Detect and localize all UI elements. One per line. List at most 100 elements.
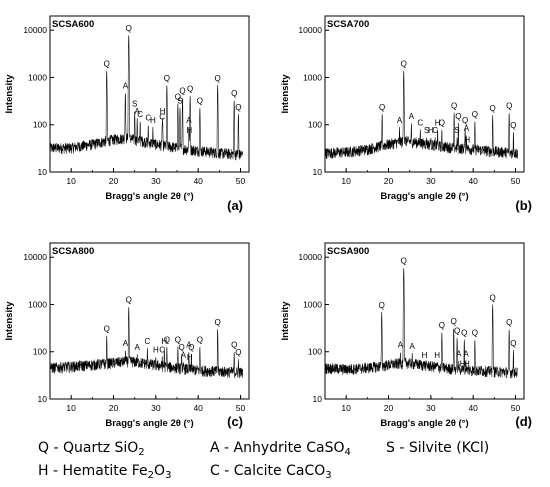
y-tick-label: 100 [308, 347, 322, 357]
xrd-trace-d [324, 268, 518, 379]
peak-label-Q: Q [490, 104, 496, 113]
peak-label-Q: Q [215, 74, 221, 83]
x-tick-label: 10 [341, 176, 351, 186]
sample-title: SCSA600 [52, 19, 94, 30]
y-tick-label: 10 [313, 167, 323, 177]
x-tick-label: 10 [66, 176, 76, 186]
peak-label-Q: Q [197, 335, 203, 344]
peak-label-Q: Q [401, 257, 407, 266]
x-tick-label: 40 [193, 403, 203, 413]
plot-frame-c [49, 242, 250, 400]
peak-label-Q: Q [175, 93, 181, 102]
peak-label-C: C [137, 110, 143, 119]
legend-calcite: C - Calcite CaCO3 [210, 463, 332, 481]
x-axis-label: Bragg's angle 2θ (°) [380, 191, 468, 202]
y-tick-label: 10000 [298, 252, 322, 262]
x-tick-label: 50 [236, 176, 246, 186]
peak-label-H: H [187, 353, 193, 362]
panel-label: (d) [515, 414, 532, 429]
peak-label-Q: Q [401, 60, 407, 69]
peak-label-Q: Q [215, 318, 221, 327]
peak-label-Q: Q [179, 343, 185, 352]
peak-label-H: H [428, 126, 434, 135]
peak-label-Q: Q [104, 60, 110, 69]
peak-label-Q: Q [451, 317, 457, 326]
peak-label-Q: Q [451, 102, 457, 111]
x-axis-label: Bragg's angle 2θ (°) [380, 418, 468, 429]
peak-label-Q: Q [455, 112, 461, 121]
y-tick-label: 100 [33, 347, 47, 357]
y-axis-label: Intensity [280, 301, 291, 341]
peak-label-C: C [144, 337, 150, 346]
peak-label-Q: Q [188, 343, 194, 352]
peak-label-C: C [417, 118, 423, 127]
peak-label-A: A [464, 124, 470, 133]
y-tick-label: 10 [38, 167, 48, 177]
peak-label-H: H [186, 126, 192, 135]
panel-d: 10 20 30 40 50 10 100 1000 10000 Bragg's angle 2θ… [280, 242, 532, 429]
peak-label-Q: Q [506, 318, 512, 327]
panel-c: 10 20 30 40 50 10 100 1000 10000 Bragg's angle 2θ… [4, 242, 250, 429]
legend-anhydrite: A - Anhydrite CaSO4 [210, 440, 351, 458]
x-tick-label: 50 [511, 403, 521, 413]
peak-label-Q: Q [231, 89, 237, 98]
peak-label-A: A [409, 112, 415, 121]
xrd-trace-a [49, 35, 243, 161]
peak-label-Q: Q [235, 103, 241, 112]
peak-label-Q: Q [510, 121, 516, 130]
peak-label-Q: Q [179, 86, 185, 95]
peak-label-S: S [424, 126, 429, 135]
plot-frame-b [324, 15, 525, 173]
plot-frame-d [324, 242, 525, 400]
panel-a: 10 20 30 40 50 10 100 1000 10000 Bragg's angle 2θ… [4, 15, 250, 213]
peak-label-Q: Q [104, 325, 110, 334]
x-tick-label: 40 [468, 403, 478, 413]
x-tick-label: 20 [384, 176, 394, 186]
peak-label-H: H [150, 116, 156, 125]
peak-label-C: C [432, 126, 438, 135]
peak-label-Q: Q [462, 116, 468, 125]
y-tick-label: 1000 [303, 72, 322, 82]
y-tick-label: 10000 [23, 25, 47, 35]
y-axis-label: Intensity [4, 74, 15, 114]
y-tick-label: 1000 [28, 72, 47, 82]
x-tick-label: 20 [109, 403, 119, 413]
y-tick-label: 1000 [303, 299, 322, 309]
peak-label-Q: Q [490, 293, 496, 302]
legend-row-1: Q - Quartz SiO2 A - Anhydrite CaSO4 S - … [38, 440, 518, 460]
x-axis-label: Bragg's angle 2θ (°) [105, 418, 193, 429]
peak-label-H: H [460, 360, 466, 369]
y-tick-label: 10 [313, 394, 323, 404]
peak-label-H: H [434, 351, 440, 360]
peak-label-S: S [454, 126, 459, 135]
y-tick-label: 100 [308, 120, 322, 130]
panel-label: (a) [227, 198, 243, 213]
sample-title: SCSA800 [52, 246, 94, 257]
peak-label-Q: Q [379, 103, 385, 112]
peak-label-Q: Q [472, 329, 478, 338]
peak-label-A: A [398, 341, 404, 350]
y-tick-label: 10000 [23, 252, 47, 262]
plot-frame-a [49, 15, 250, 173]
peak-label-C: C [159, 345, 165, 354]
peak-label-H: H [464, 360, 470, 369]
peak-label-S: S [132, 100, 137, 109]
peak-label-A: A [181, 351, 187, 360]
peak-label-H: H [161, 337, 167, 346]
peak-label-C: C [159, 113, 165, 122]
peak-label-A: A [463, 350, 469, 359]
x-tick-label: 30 [426, 403, 436, 413]
x-tick-label: 50 [236, 403, 246, 413]
legend-row-2: H - Hematite Fe2O3 C - Calcite CaCO3 [38, 463, 518, 483]
peak-label-Q: Q [454, 327, 460, 336]
peak-label-H: H [153, 345, 159, 354]
peak-label-Q: Q [439, 118, 445, 127]
y-tick-label: 10 [38, 394, 48, 404]
peak-label-A: A [410, 342, 416, 351]
xrd-trace-b [324, 71, 518, 160]
panel-label: (c) [227, 414, 243, 429]
x-tick-label: 20 [109, 176, 119, 186]
x-tick-label: 20 [384, 403, 394, 413]
x-tick-label: 50 [511, 176, 521, 186]
